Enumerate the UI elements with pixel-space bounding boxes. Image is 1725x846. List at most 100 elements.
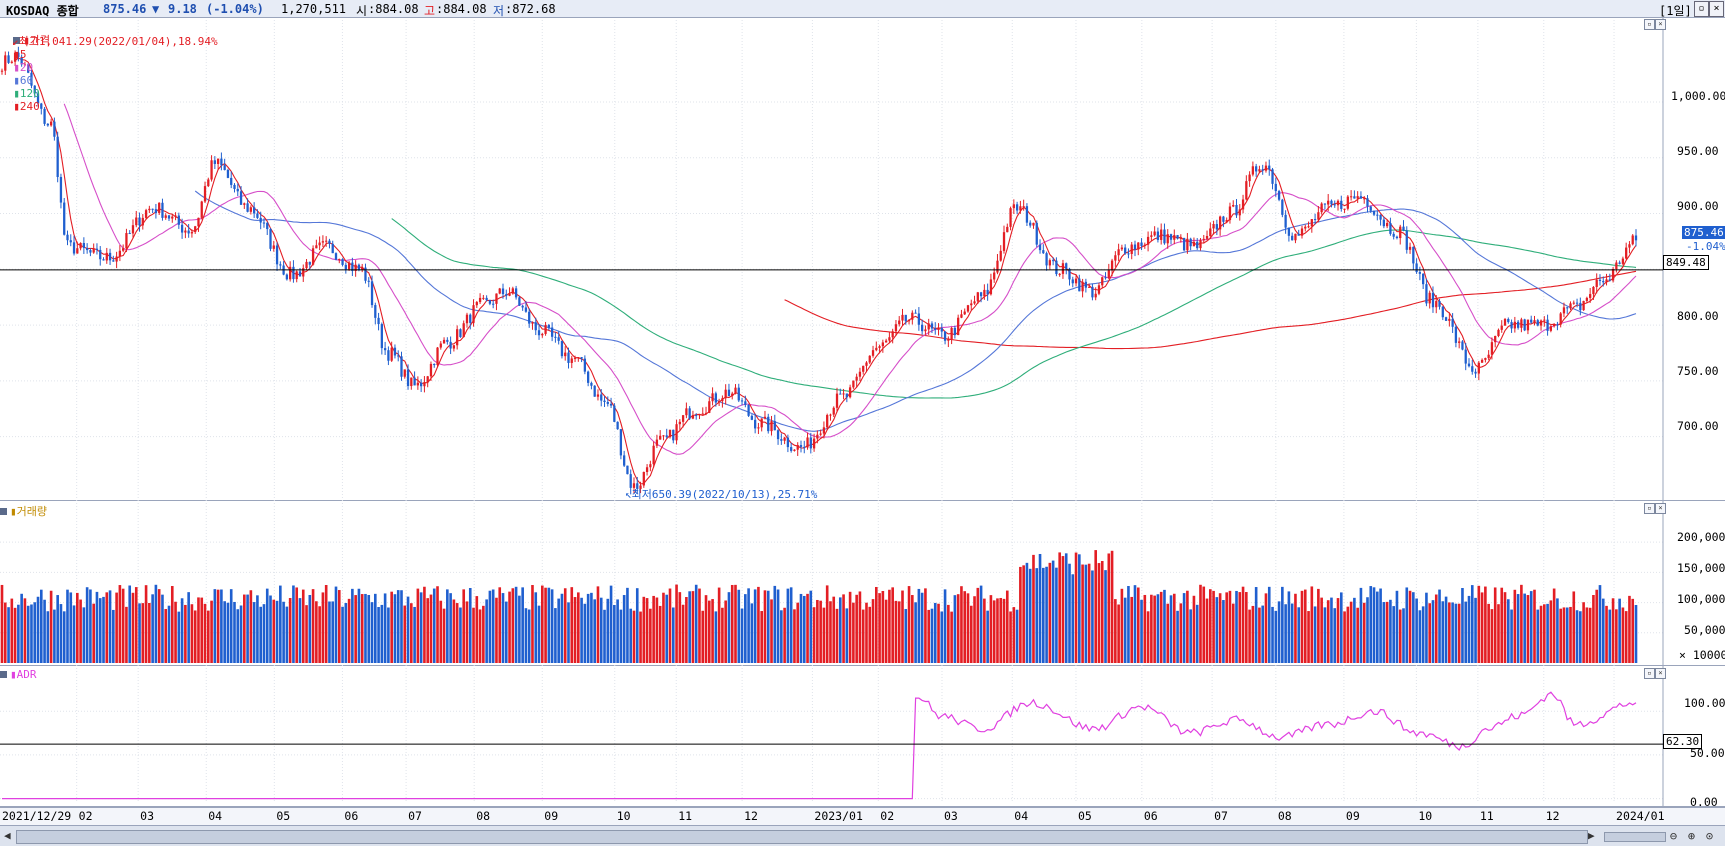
volume-bar [560, 593, 564, 663]
volume-bar [629, 608, 633, 663]
volume-bar [1205, 598, 1209, 663]
candle-body [1526, 319, 1530, 331]
volume-bar [724, 600, 727, 663]
volume-bar [734, 584, 737, 663]
zoom-in-icon[interactable]: ⊕ [1687, 829, 1696, 843]
volume-bar [462, 589, 466, 663]
candle-body [102, 259, 105, 261]
candle-body [734, 387, 737, 394]
volume-panel[interactable] [0, 501, 1725, 666]
panel-minimize-icon[interactable]: ▫ [1644, 503, 1655, 514]
candle-body [85, 247, 89, 251]
candle-body [1006, 226, 1009, 233]
candle-body [979, 292, 983, 297]
adr-panel[interactable] [0, 666, 1725, 807]
candle-body [1150, 235, 1153, 237]
volume-bar [1349, 601, 1353, 663]
candle-body [685, 408, 688, 416]
chart-scrollbar[interactable]: ◀ ▶ ⊖ ⊕ ⊙ [0, 825, 1725, 846]
min-price-note: ↖최저650.39(2022/10/13),25.71% [625, 488, 818, 501]
volume-bar [1245, 592, 1248, 663]
price-panel[interactable] [0, 18, 1725, 501]
candle-body [570, 358, 573, 363]
candle-body [839, 393, 842, 395]
panel-minimize-icon[interactable]: ▫ [1644, 668, 1655, 679]
volume-bar [1264, 593, 1268, 663]
candle-body [426, 376, 429, 383]
candle-body [1117, 249, 1120, 256]
close-icon[interactable]: × [1709, 1, 1724, 17]
volume-bar [256, 595, 259, 663]
candle-body [256, 213, 259, 218]
candle-body [89, 250, 92, 253]
scroll-left-icon[interactable]: ◀ [4, 829, 11, 842]
volume-bar [49, 590, 53, 663]
volume-bar [1172, 593, 1176, 663]
volume-bar [1441, 601, 1445, 663]
volume-bar [331, 601, 335, 663]
candle-body [184, 230, 187, 233]
candle-body [1251, 166, 1255, 175]
candle-body [832, 407, 835, 415]
candle-body [1376, 214, 1379, 216]
candle-body [1448, 318, 1451, 321]
symbol-name[interactable]: KOSDAQ 종합 [6, 4, 79, 18]
candle-body [993, 272, 996, 280]
x-axis-label: 10 [616, 809, 631, 823]
candle-body [148, 208, 151, 211]
volume-bar [468, 588, 472, 663]
volume-bar [547, 587, 551, 663]
scroll-thumb[interactable] [16, 830, 1588, 844]
candle-body [1523, 319, 1526, 331]
volume-bar [321, 592, 325, 663]
candle-body [239, 191, 243, 205]
volume-bar [1235, 590, 1238, 663]
volume-bar [783, 607, 786, 663]
volume-bar [432, 588, 436, 663]
candle-body [1186, 238, 1189, 251]
candle-body [613, 405, 616, 422]
candle-body [459, 329, 462, 338]
volume-bar [1051, 560, 1055, 663]
panel-close-icon[interactable]: × [1655, 19, 1666, 30]
candle-body [197, 217, 200, 227]
scroll-right-icon[interactable]: ▶ [1588, 829, 1595, 842]
candle-body [1349, 196, 1353, 198]
volume-bar [976, 587, 980, 663]
candle-body [1264, 165, 1268, 171]
candle-body [1467, 363, 1471, 367]
zoom-reset-icon[interactable]: ⊙ [1705, 829, 1714, 843]
volume-bar [616, 599, 619, 663]
maximize-icon[interactable]: ▫ [1694, 1, 1709, 17]
candle-body [740, 400, 744, 402]
candle-body [907, 319, 911, 322]
candle-body [1212, 224, 1215, 229]
candle-body [531, 322, 534, 324]
volume-bar [1117, 604, 1120, 663]
zoom-slider[interactable] [1604, 832, 1666, 842]
candle-body [269, 229, 272, 249]
candle-body [69, 240, 72, 243]
candle-body [115, 256, 118, 262]
volume-bar [1572, 591, 1576, 663]
volume-bar [1169, 595, 1173, 663]
volume-bar [760, 611, 764, 663]
period-selector[interactable]: [1일] [1659, 4, 1692, 18]
candle-body [659, 435, 662, 440]
candle-body [243, 203, 246, 205]
volume-bar [1281, 586, 1284, 663]
candle-body [223, 165, 226, 170]
volume-bar [973, 596, 976, 663]
legend-ma240: 240 [19, 100, 40, 113]
candle-body [1395, 236, 1399, 239]
volume-bar [1153, 595, 1156, 663]
candle-body [1431, 292, 1435, 308]
candle-body [505, 294, 508, 296]
volume-bar [357, 588, 361, 663]
zoom-out-icon[interactable]: ⊖ [1669, 829, 1678, 843]
candle-body [423, 382, 426, 387]
panel-close-icon[interactable]: × [1655, 668, 1666, 679]
panel-close-icon[interactable]: × [1655, 503, 1666, 514]
panel-minimize-icon[interactable]: ▫ [1644, 19, 1655, 30]
